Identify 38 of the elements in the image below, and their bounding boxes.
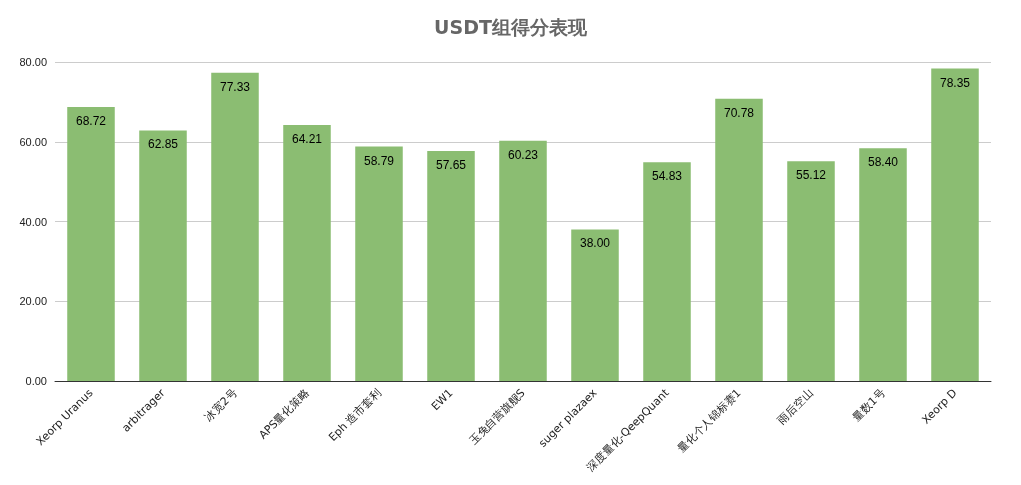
y-tick-label: 20.00 (19, 295, 47, 308)
x-tick-label: 量数1号 (850, 386, 888, 424)
bar (859, 148, 907, 381)
y-tick-label: 0.00 (25, 375, 47, 387)
data-label: 62.85 (147, 137, 179, 152)
chart-title: USDT组得分表现 (434, 15, 588, 38)
y-tick-label: 60.00 (19, 135, 47, 148)
x-tick-label: 雨后空山 (775, 386, 816, 427)
bar (787, 161, 835, 381)
bar (571, 229, 619, 381)
x-tick-label: 玉兔自营旗舰S (466, 386, 528, 448)
data-label: 55.12 (795, 168, 827, 183)
y-tick-label: 80.00 (19, 56, 47, 68)
data-label: 60.23 (507, 147, 539, 162)
data-label: 57.65 (435, 158, 467, 173)
data-label: 54.83 (651, 169, 683, 184)
x-tick-label: Eph 造市套利 (326, 386, 384, 444)
data-label: 38.00 (579, 236, 611, 251)
data-label: 77.33 (219, 79, 251, 94)
bar (427, 151, 475, 381)
bar (355, 146, 403, 381)
data-label: 58.40 (867, 155, 899, 170)
bar (283, 124, 331, 381)
y-tick-label: 40.00 (19, 215, 47, 228)
bar (499, 140, 547, 381)
bar (211, 72, 259, 381)
data-label: 68.72 (75, 113, 107, 128)
bar (643, 162, 691, 381)
data-label: 58.79 (363, 153, 395, 168)
x-tick-label: 量化个人锦标赛1 (675, 386, 744, 455)
data-label: 78.35 (939, 75, 971, 90)
bar (715, 98, 763, 381)
data-label: 64.21 (291, 131, 323, 146)
bar (67, 106, 115, 381)
x-tick-label: 冰宽2号 (202, 386, 240, 424)
bar (931, 68, 979, 381)
bar (139, 130, 187, 381)
data-label: 70.78 (723, 105, 755, 120)
